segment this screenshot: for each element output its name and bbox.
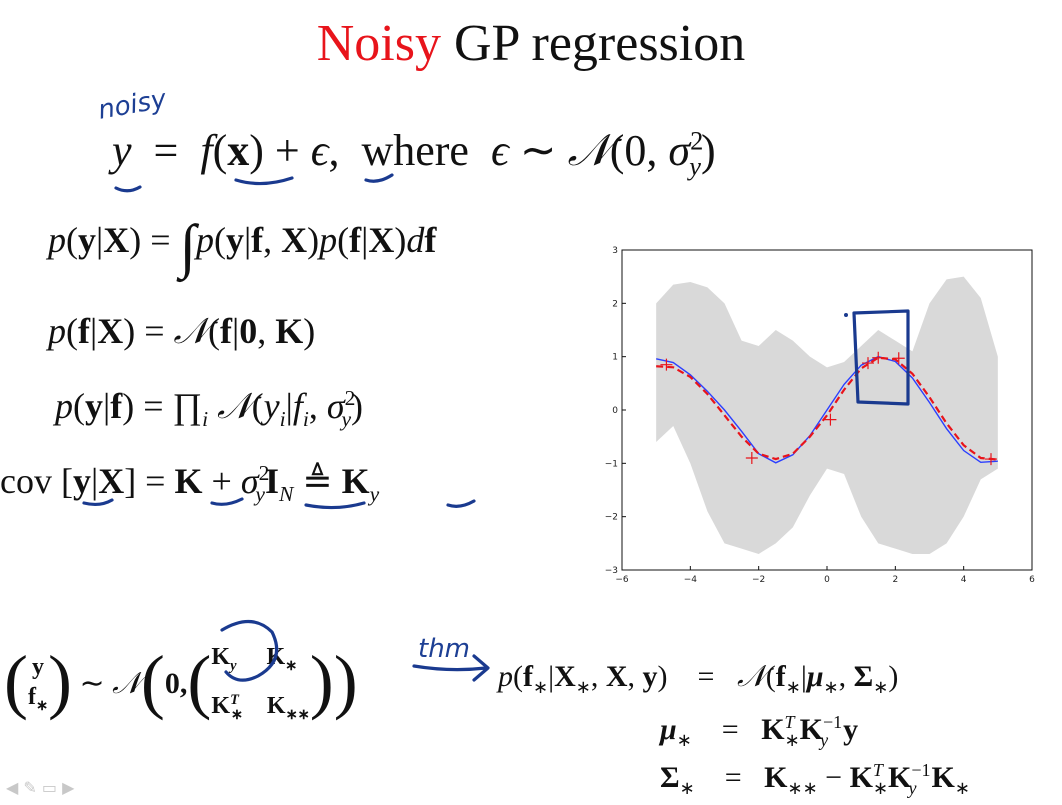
vector-f-label: f xyxy=(27,683,36,710)
where-text: where xyxy=(361,126,469,175)
x-tick-label: −4 xyxy=(684,575,698,585)
x-tick-label: −2 xyxy=(752,575,765,585)
covariance-equation: cov [y|X] = K + σ2yIN ≜ Ky xyxy=(0,461,380,507)
joint-distribution: (y f∗) ∼ 𝒩(0,(Ky K∗ KT∗ K∗∗)) xyxy=(4,641,358,723)
ink-underline-Ky xyxy=(446,499,476,508)
y-tick-label: −1 xyxy=(605,459,618,469)
x-tick-label: 0 xyxy=(824,575,830,585)
handwritten-noisy: noisy xyxy=(95,84,169,126)
handwritten-thm: thm xyxy=(418,634,470,664)
posterior-cov-equation: Σ∗ = K∗∗ − KT∗K−1y K∗ xyxy=(660,760,970,798)
likelihood-equation: p(y|f) = ∏i 𝒩(yi|fi, σ2y) xyxy=(55,386,364,432)
data-point xyxy=(985,453,997,466)
y-tick-label: 2 xyxy=(612,299,618,309)
true-function-line xyxy=(656,355,998,464)
x-tick-label: 2 xyxy=(892,575,898,585)
predicted-mean-line xyxy=(656,356,998,461)
slide-controls[interactable]: ◀ ✎ ▭ ▶ xyxy=(6,778,75,797)
y-tick-label: 3 xyxy=(612,246,618,256)
x-tick-label: 6 xyxy=(1029,575,1035,585)
slide-title: Noisy GP regression xyxy=(0,14,1062,73)
marginal-likelihood-equation: p(y|X) = ∫p(y|f, X)p(f|X)df xyxy=(48,213,437,279)
model-equation: y = f(x) + ϵ, where ϵ ∼ 𝒩(0, σ2y) xyxy=(112,125,716,181)
ink-underline-y xyxy=(114,185,142,193)
vector-y: y xyxy=(32,653,45,680)
integral-symbol: ∫ xyxy=(179,213,196,279)
y-tick-label: 0 xyxy=(612,406,618,416)
tilde-symbol: ∼ xyxy=(79,667,105,700)
y-tick-label: −2 xyxy=(605,513,618,523)
y-tick-label: 1 xyxy=(612,353,618,363)
x-tick-label: −6 xyxy=(615,575,629,585)
vector-f-star: f∗ xyxy=(27,683,49,714)
title-accent: Noisy xyxy=(316,15,441,72)
gp-regression-plot: −6 −4 −2 0 2 4 6 3 2 1 0 −1 −2 −3 xyxy=(592,240,1042,588)
data-point xyxy=(660,358,673,371)
y-tick-label: −3 xyxy=(605,566,618,576)
data-point xyxy=(745,452,758,464)
posterior-mean-equation: μ∗ = KT∗K−1y y xyxy=(660,712,859,750)
prior-equation: p(f|X) = 𝒩(f|0, K) xyxy=(48,311,316,351)
x-tick-label: 4 xyxy=(961,575,967,585)
posterior-equation: p(f∗|X∗, X, y) = 𝒩(f∗|μ∗, Σ∗) xyxy=(498,660,899,697)
data-point xyxy=(824,413,837,426)
title-rest: GP regression xyxy=(440,15,746,72)
zero-mean: 0, xyxy=(164,667,188,700)
